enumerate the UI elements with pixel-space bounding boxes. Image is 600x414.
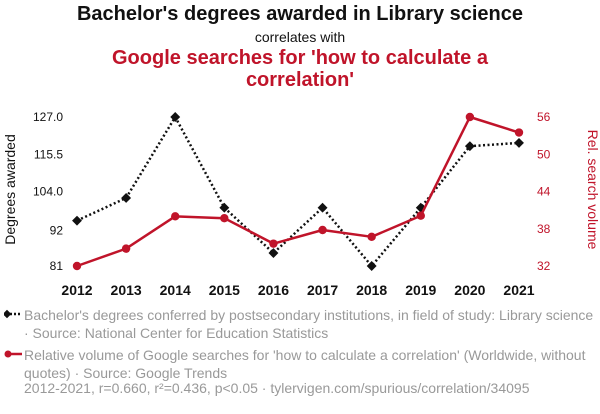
data-point-searches <box>72 261 82 271</box>
data-point-degrees <box>219 202 230 213</box>
series-searches <box>72 112 524 271</box>
y-left-tick-label: 81 <box>50 259 64 273</box>
series-line-searches <box>76 115 520 268</box>
data-point-searches <box>416 211 425 220</box>
x-tick-label: 2018 <box>356 282 387 298</box>
data-point-searches <box>318 225 327 235</box>
x-tick-label: 2017 <box>307 282 338 298</box>
series-layer <box>72 112 524 271</box>
y-right-tick-label: 38 <box>537 222 551 236</box>
x-tick-label: 2013 <box>111 282 142 298</box>
chart-area: 81 92 104.0 115.5 127.0 32 38 44 50 56 2012 2013 201… <box>2 110 600 298</box>
y-left-tick-label: 104.0 <box>33 185 63 199</box>
y-left-tick-label: 92 <box>50 223 64 237</box>
x-tick-label: 2020 <box>454 282 485 298</box>
legend-label-searches: Relative volume of Google searches for '… <box>24 347 586 381</box>
data-point-searches <box>220 213 229 223</box>
data-point-degrees <box>72 215 82 226</box>
chart-subtitle: correlates with <box>254 29 346 45</box>
y-left-tick-label: 115.5 <box>34 147 63 161</box>
data-point-searches <box>367 232 376 242</box>
data-point-degrees <box>514 137 524 148</box>
y-right-tick-label: 32 <box>537 259 551 273</box>
legend-label-degrees: Bachelor's degrees conferred by postseco… <box>24 307 594 341</box>
data-point-searches <box>121 244 131 253</box>
x-tick-label: 2015 <box>209 282 240 298</box>
x-tick-label: 2014 <box>160 282 191 298</box>
data-point-searches <box>514 128 524 137</box>
x-tick-label: 2012 <box>61 282 92 298</box>
x-tick-label: 2021 <box>503 282 534 298</box>
data-point-degrees <box>366 261 377 271</box>
y-right-axis-label: Rel. search volume <box>585 130 600 250</box>
x-tick-label: 2019 <box>405 282 436 298</box>
footer-stats: 2012-2021, r=0.660, r²=0.436, p<0.05 · t… <box>24 380 530 396</box>
data-point-degrees <box>317 202 328 213</box>
y-right-tick-label: 44 <box>537 185 551 199</box>
series-degrees <box>72 112 524 271</box>
data-point-degrees <box>121 193 132 203</box>
y-right-tick-label: 56 <box>537 110 551 124</box>
chart-title-red: Google searches for 'how to calculate a … <box>112 47 488 91</box>
series-line-degrees <box>76 115 520 268</box>
axes-layer: 81 92 104.0 115.5 127.0 32 38 44 50 56 2012 2013 201… <box>2 110 600 298</box>
legend-swatch-degrees <box>4 309 22 319</box>
legend-swatch-searches <box>4 350 22 358</box>
data-point-degrees <box>170 112 181 122</box>
data-point-degrees <box>464 141 475 152</box>
data-point-degrees <box>268 248 279 258</box>
chart-title: Bachelor's degrees awarded in Library sc… <box>76 3 524 25</box>
y-right-tick-label: 50 <box>537 147 551 161</box>
data-point-searches <box>171 212 180 221</box>
y-left-axis-label: Degrees awarded <box>2 134 18 245</box>
y-left-tick-label: 127.0 <box>33 110 63 124</box>
x-tick-label: 2016 <box>258 282 289 298</box>
data-point-searches <box>465 112 475 122</box>
data-point-searches <box>269 239 278 248</box>
